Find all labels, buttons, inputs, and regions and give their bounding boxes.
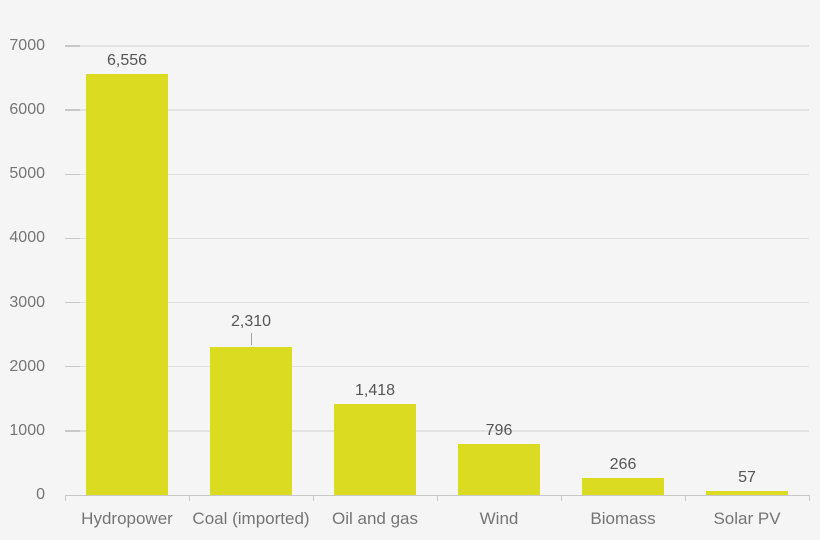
x-axis-category-label: Coal (imported) [192,509,310,528]
x-axis-tick [684,495,686,501]
y-axis-tick-label: 6000 [9,101,45,119]
x-axis-category-label: Oil and gas [332,509,418,528]
y-axis-tick-label: 2000 [9,357,45,375]
x-axis-category-label: Biomass [590,509,656,528]
bar-biomass [582,477,664,495]
y-axis-tick [65,237,80,240]
gridline [65,237,809,240]
bar-value-label: 1,418 [354,382,396,400]
x-axis-category-label: Wind [479,509,519,528]
y-axis-tick [65,365,80,368]
y-axis-tick [65,173,80,176]
x-axis-tick [808,495,810,501]
y-axis-tick-label: 0 [36,486,45,503]
x-axis-category-label: Solar PV [713,509,781,528]
bar-coal-imported [210,346,292,495]
bar-hydropower [86,74,168,495]
y-axis-tick [65,45,80,47]
gridline [65,301,809,304]
x-axis-category-label: Hydropower [81,509,173,528]
y-axis-tick [65,109,80,111]
bar-solar-pv [706,491,788,495]
bar-value-label: 57 [738,469,756,487]
label-connector-line [251,332,252,345]
y-axis-tick-label: 4000 [9,229,45,247]
x-axis-tick [64,495,66,501]
y-axis-tick-label: 7000 [9,37,45,54]
x-axis-tick [312,495,314,501]
gridline [65,430,809,432]
y-axis-tick [65,430,80,432]
y-axis-tick-label: 1000 [9,421,45,439]
bar-wind [458,443,540,495]
x-axis-tick [560,495,562,501]
y-axis-tick-label: 3000 [9,293,45,311]
y-axis-tick [65,301,80,304]
bar-oil-and-gas [334,404,416,495]
y-axis-tick-label: 5000 [9,165,45,183]
gridline [65,173,809,176]
bar-value-label: 2,310 [230,312,272,330]
x-axis-tick [188,495,190,501]
gridline [65,45,809,47]
gridline [65,365,809,368]
bar-value-label: 266 [609,455,637,473]
bar-value-label: 796 [485,421,513,439]
bar-value-label: 6,556 [106,52,148,70]
gridline [65,109,809,111]
x-axis-tick [436,495,438,501]
